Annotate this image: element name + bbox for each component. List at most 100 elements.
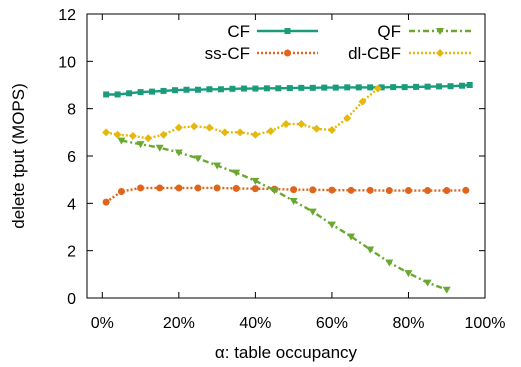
data-point-qf (442, 286, 451, 294)
data-point-ss-cf (175, 184, 183, 192)
data-point-cf (447, 83, 454, 90)
data-point-qf (213, 162, 222, 170)
data-point-ss-cf (309, 186, 317, 194)
data-point-ss-cf (404, 187, 412, 195)
data-point-cf (344, 84, 351, 91)
data-point-ss-cf (232, 184, 240, 192)
series-ss-cf (102, 184, 470, 206)
data-point-dl-cbf (373, 84, 382, 93)
data-point-cf (160, 87, 167, 94)
x-tick-label: 100% (465, 315, 506, 332)
y-tick-label: 8 (67, 102, 76, 119)
data-point-dl-cbf (174, 123, 183, 132)
data-point-dl-cbf (205, 123, 214, 132)
data-point-cf (466, 82, 473, 88)
data-point-cf (436, 83, 443, 90)
y-tick-label: 0 (67, 291, 76, 308)
data-point-cf (240, 85, 247, 92)
y-tick-label: 12 (58, 7, 76, 24)
y-tick-label: 4 (67, 196, 76, 213)
data-point-dl-cbf (297, 120, 306, 129)
data-point-qf (404, 270, 413, 278)
legend-label-qf: QF (377, 22, 401, 41)
data-point-cf (217, 86, 224, 93)
data-point-cf (275, 85, 282, 92)
legend-label-ss-cf: ss-CF (205, 44, 250, 63)
y-tick-label: 2 (67, 244, 76, 261)
data-point-cf (103, 91, 110, 98)
data-point-qf (385, 259, 394, 267)
legend-marker-ss-cf (284, 49, 291, 57)
data-point-cf (286, 85, 293, 92)
data-point-ss-cf (443, 187, 451, 195)
data-point-qf (423, 279, 432, 287)
data-point-qf (270, 187, 279, 195)
data-point-cf (183, 86, 190, 93)
data-point-cf (137, 89, 144, 96)
data-point-dl-cbf (220, 128, 229, 137)
legend: CF ss-CF QF dl-CBF (205, 22, 471, 63)
x-tick-label: 0% (91, 315, 114, 332)
data-point-qf (251, 177, 260, 185)
data-point-dl-cbf (343, 114, 352, 123)
data-point-cf (355, 84, 362, 91)
data-point-ss-cf (347, 186, 355, 194)
data-point-dl-cbf (282, 120, 290, 129)
data-point-ss-cf (156, 184, 164, 192)
data-point-qf (366, 246, 375, 254)
data-point-dl-cbf (327, 125, 336, 134)
data-point-cf (321, 84, 328, 91)
plot-area (86, 13, 486, 299)
data-point-cf (378, 84, 385, 91)
data-point-dl-cbf (128, 131, 137, 140)
data-point-ss-cf (117, 188, 125, 195)
data-point-cf (309, 84, 316, 91)
data-point-qf (289, 197, 298, 205)
data-point-dl-cbf (102, 128, 111, 137)
data-point-cf (390, 84, 397, 91)
series-cf (103, 82, 473, 98)
data-point-ss-cf (290, 186, 298, 194)
y-tick-label: 10 (58, 54, 76, 71)
data-point-dl-cbf (358, 97, 367, 106)
data-point-ss-cf (385, 187, 393, 195)
x-tick-label: 40% (239, 315, 271, 332)
data-point-qf (155, 144, 164, 152)
data-point-cf (459, 82, 466, 89)
x-axis-label: α: table occupancy (215, 343, 358, 362)
legend-marker-cf (284, 28, 291, 34)
x-tick-label: 80% (392, 315, 424, 332)
data-point-ss-cf (194, 184, 202, 192)
data-point-cf (194, 86, 201, 93)
data-point-ss-cf (137, 184, 145, 192)
data-point-dl-cbf (159, 130, 168, 139)
series-layer (102, 82, 473, 294)
data-point-cf (367, 84, 374, 91)
data-point-cf (401, 84, 408, 91)
series-qf (117, 137, 451, 294)
data-point-dl-cbf (251, 130, 260, 139)
data-point-dl-cbf (190, 122, 199, 131)
data-point-cf (252, 85, 259, 92)
data-point-dl-cbf (144, 134, 153, 143)
data-point-dl-cbf (113, 130, 122, 139)
data-point-cf (126, 90, 133, 97)
data-point-ss-cf (251, 185, 259, 193)
data-point-cf (424, 83, 431, 90)
data-point-cf (206, 86, 213, 93)
data-point-cf (263, 85, 270, 92)
data-point-cf (114, 91, 121, 98)
series-line-qf (121, 139, 448, 291)
legend-label-cf: CF (227, 22, 250, 41)
data-point-ss-cf (213, 184, 221, 192)
axis-ticks: 0 2 4 6 8 10 12 0% 20% 40% 60% 80% 100% (58, 7, 505, 332)
data-point-cf (413, 83, 420, 90)
data-point-qf (117, 137, 126, 145)
y-axis-label: delete tput (MOPS) (9, 83, 28, 229)
data-point-qf (174, 149, 183, 157)
data-point-qf (327, 221, 336, 229)
data-point-ss-cf (328, 186, 336, 194)
data-point-ss-cf (424, 187, 432, 195)
x-tick-label: 20% (163, 315, 195, 332)
legend-label-dl-cbf: dl-CBF (348, 44, 401, 63)
